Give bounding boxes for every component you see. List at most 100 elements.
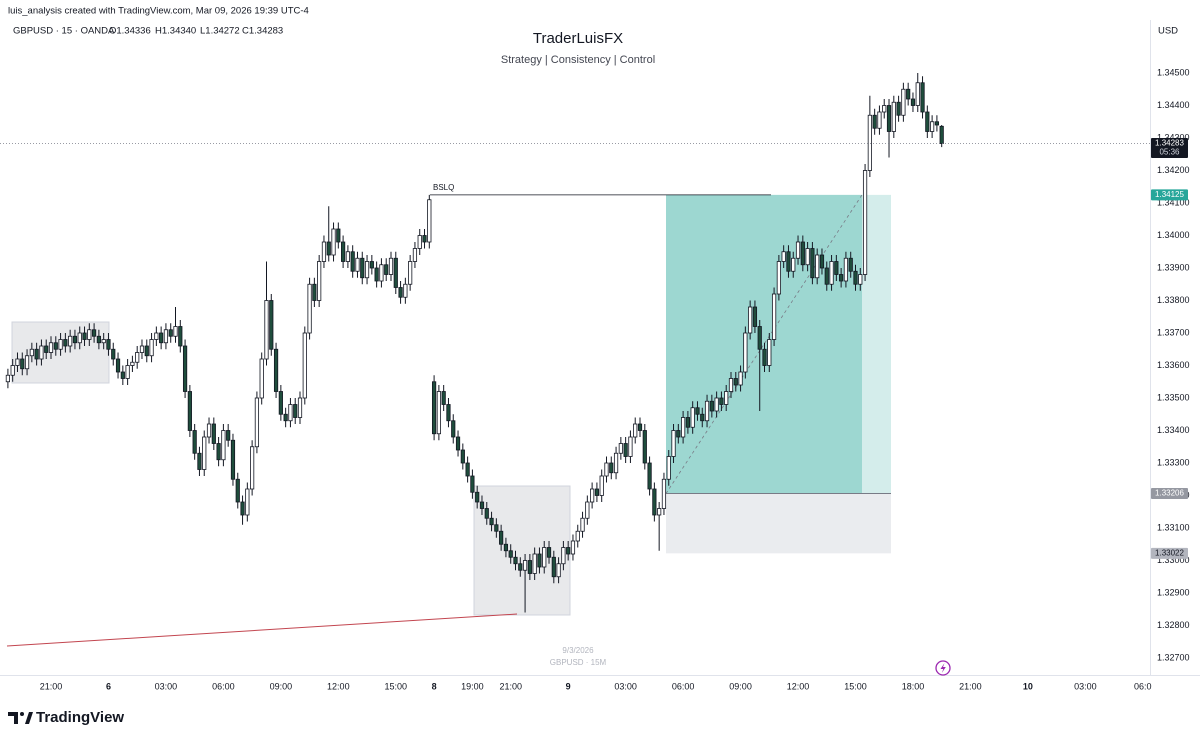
y-tick-label: 1.33700	[1157, 327, 1190, 337]
candle-body	[34, 348, 39, 360]
candle-body	[197, 452, 202, 470]
stop-label-box	[1151, 547, 1188, 559]
x-tick-label: 09:00	[729, 681, 752, 691]
y-tick-label: 1.33500	[1157, 392, 1190, 402]
stop-zone	[666, 493, 891, 554]
candle-body	[882, 105, 887, 113]
candle-body	[302, 332, 307, 399]
candle-body	[633, 423, 638, 438]
candle-body	[499, 530, 504, 545]
y-tick-label: 1.34100	[1157, 197, 1190, 207]
candle-body	[685, 417, 690, 428]
candle-body	[192, 430, 197, 454]
x-tick-label: 10	[1023, 681, 1033, 691]
candle-body	[628, 436, 633, 457]
ohlc-high: H1.34340	[155, 26, 196, 37]
candle-body	[867, 114, 872, 171]
entry-label-box	[1151, 488, 1188, 500]
candle-body	[575, 530, 580, 542]
y-tick-label: 1.34000	[1157, 230, 1190, 240]
candle-body	[901, 88, 906, 116]
candle-body	[805, 248, 810, 266]
candle-body	[288, 404, 293, 422]
candle-body	[436, 391, 441, 435]
candle-body	[398, 287, 403, 298]
candle-body	[345, 251, 350, 262]
candle-body	[709, 400, 714, 412]
y-tick-label: 1.32900	[1157, 587, 1190, 597]
watermark-date: 9/3/2026	[562, 646, 594, 655]
alert-icon[interactable]	[935, 660, 951, 676]
candle-body	[475, 491, 480, 503]
candle-body	[767, 339, 772, 366]
candle-body	[676, 430, 681, 438]
candle-body	[159, 332, 164, 344]
candle-body	[460, 449, 465, 464]
candle-body	[834, 261, 839, 275]
candle-body	[695, 407, 700, 415]
candle-body	[714, 397, 719, 412]
candle-body	[858, 274, 863, 285]
chart-title: TraderLuisFX	[533, 30, 623, 47]
candle-body	[896, 101, 901, 116]
candle-body	[618, 443, 623, 454]
y-tick-label: 1.33400	[1157, 425, 1190, 435]
x-tick-label: 18:00	[902, 681, 925, 691]
candle-body	[115, 358, 121, 373]
candle-body	[39, 345, 44, 360]
candle-body	[427, 199, 432, 243]
candle-body	[312, 283, 317, 301]
current-price-box	[1151, 138, 1188, 159]
brand-name: TradingView	[36, 709, 124, 726]
candle-body	[63, 339, 68, 347]
candle-body	[642, 430, 647, 464]
candle-body	[441, 391, 446, 405]
candle-body	[724, 391, 729, 405]
candle-body	[91, 329, 97, 337]
candle-body	[604, 462, 609, 477]
candle-body	[795, 241, 801, 259]
candle-body	[671, 430, 676, 457]
ohlc-open: O1.34336	[109, 26, 151, 37]
chart-subtitle: Strategy | Consistency | Control	[501, 54, 655, 66]
candle-body	[341, 241, 346, 262]
candle-body	[508, 550, 513, 558]
x-tick-label: 06:00	[212, 681, 235, 691]
candle-body	[273, 348, 279, 392]
candle-body	[374, 267, 379, 282]
x-tick-label: 15:00	[844, 681, 867, 691]
candle-body	[791, 257, 796, 272]
candle-body	[853, 270, 858, 285]
candle-body	[522, 560, 528, 571]
candle-body	[815, 254, 820, 279]
candle-body	[537, 553, 542, 568]
brand-logo	[8, 712, 33, 724]
x-tick-label: 12:00	[787, 681, 810, 691]
candle-body	[240, 501, 245, 516]
candle-body	[68, 335, 73, 347]
candle-body	[877, 111, 882, 129]
candle-body	[388, 257, 394, 275]
candle-body	[154, 332, 159, 340]
candle-body	[719, 397, 724, 405]
watermark-symbol: GBPUSD · 15M	[550, 658, 607, 667]
candle-body	[149, 339, 154, 357]
candle-body	[872, 114, 877, 129]
candle-body	[738, 371, 743, 386]
candle-body	[613, 452, 619, 474]
candle-body	[364, 261, 370, 279]
x-tick-label: 21:00	[959, 681, 982, 691]
candle-body	[661, 478, 667, 509]
x-tick-label: 09:00	[270, 681, 293, 691]
candle-body	[230, 439, 236, 480]
y-tick-label: 1.32700	[1157, 652, 1190, 662]
candle-body	[379, 264, 384, 282]
candle-body	[762, 348, 767, 366]
candle-body	[532, 553, 537, 574]
candle-body	[44, 345, 49, 353]
candle-body	[446, 404, 451, 422]
stop-label: 1.33022	[1155, 548, 1184, 557]
candle-body	[221, 430, 226, 461]
candle-body	[254, 397, 260, 448]
candle-body	[561, 547, 566, 565]
